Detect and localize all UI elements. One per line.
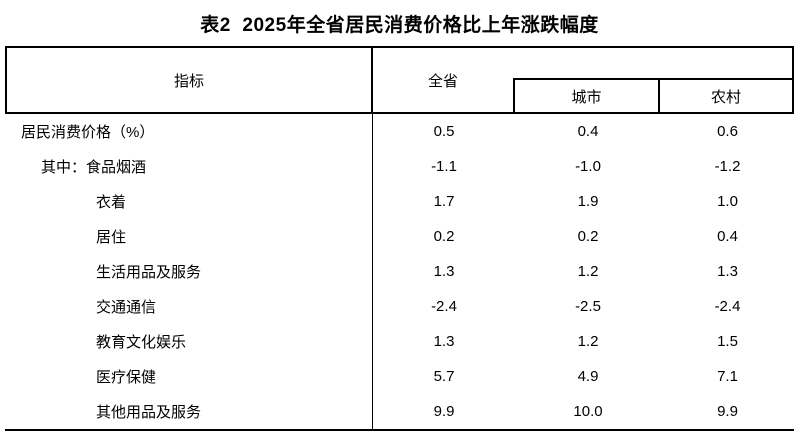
value-province: 0.5 (433, 123, 455, 140)
table-row: 教育文化娱乐 1.3 1.2 1.5 (5, 324, 794, 359)
value-rural: 1.0 (717, 193, 738, 210)
value-city: 4.9 (577, 368, 599, 385)
row-label: 交通通信 (5, 289, 373, 324)
value-rural: 0.4 (717, 228, 738, 245)
value-rural: 1.3 (717, 263, 738, 280)
value-rural: 0.6 (717, 123, 738, 140)
value-city: 1.2 (577, 333, 599, 350)
value-city: -2.5 (575, 298, 601, 315)
table-row: 其他用品及服务 9.9 10.0 9.9 (5, 394, 794, 429)
value-city: 0.2 (577, 228, 599, 245)
cpi-table: 指标 全省 城市 农村 居民消费价格（%） 0.5 0.4 0.6 其中：食品烟… (5, 46, 794, 431)
row-label: 居民消费价格（%） (5, 114, 373, 149)
value-city: 1.2 (577, 263, 599, 280)
table-row: 居住 0.2 0.2 0.4 (5, 219, 794, 254)
value-province: 1.3 (433, 263, 455, 280)
value-province: 5.7 (433, 368, 455, 385)
value-rural: -1.2 (714, 158, 741, 175)
row-label: 生活用品及服务 (5, 254, 373, 289)
value-city: -1.0 (575, 158, 601, 175)
value-province: -1.1 (431, 158, 457, 175)
header-cell-indicator: 指标 (7, 48, 373, 112)
value-rural: 9.9 (717, 403, 738, 420)
table-row: 生活用品及服务 1.3 1.2 1.3 (5, 254, 794, 289)
value-province: 1.3 (433, 333, 455, 350)
value-province: 0.2 (433, 228, 455, 245)
table-header-row: 指标 全省 城市 农村 (5, 46, 794, 114)
value-city: 10.0 (573, 403, 603, 420)
value-province: -2.4 (431, 298, 457, 315)
value-city: 1.9 (577, 193, 599, 210)
table-row: 衣着 1.7 1.9 1.0 (5, 184, 794, 219)
header-cell-city: 城市 (515, 80, 660, 112)
value-province: 9.9 (433, 403, 455, 420)
table-row: 医疗保健 5.7 4.9 7.1 (5, 359, 794, 394)
value-rural: 7.1 (717, 368, 738, 385)
table-row: 居民消费价格（%） 0.5 0.4 0.6 (5, 114, 794, 149)
header-cell-rural: 农村 (710, 88, 741, 106)
page-title: 表2 2025年全省居民消费价格比上年涨跌幅度 (200, 15, 599, 36)
row-label: 其他用品及服务 (5, 394, 373, 429)
header-subbox: 城市 农村 (513, 78, 792, 112)
value-rural: 1.5 (717, 333, 738, 350)
table-body: 居民消费价格（%） 0.5 0.4 0.6 其中：食品烟酒 -1.1 -1.0 … (5, 114, 794, 431)
row-label: 其中：食品烟酒 (5, 149, 373, 184)
row-label: 医疗保健 (5, 359, 373, 394)
row-label: 教育文化娱乐 (5, 324, 373, 359)
value-province: 1.7 (433, 193, 455, 210)
value-city: 0.4 (577, 123, 599, 140)
table-row: 其中：食品烟酒 -1.1 -1.0 -1.2 (5, 149, 794, 184)
value-rural: -2.4 (714, 298, 741, 315)
table-row: 交通通信 -2.4 -2.5 -2.4 (5, 289, 794, 324)
row-label: 居住 (5, 219, 373, 254)
row-label: 衣着 (5, 184, 373, 219)
header-cell-province: 全省 (427, 72, 458, 90)
